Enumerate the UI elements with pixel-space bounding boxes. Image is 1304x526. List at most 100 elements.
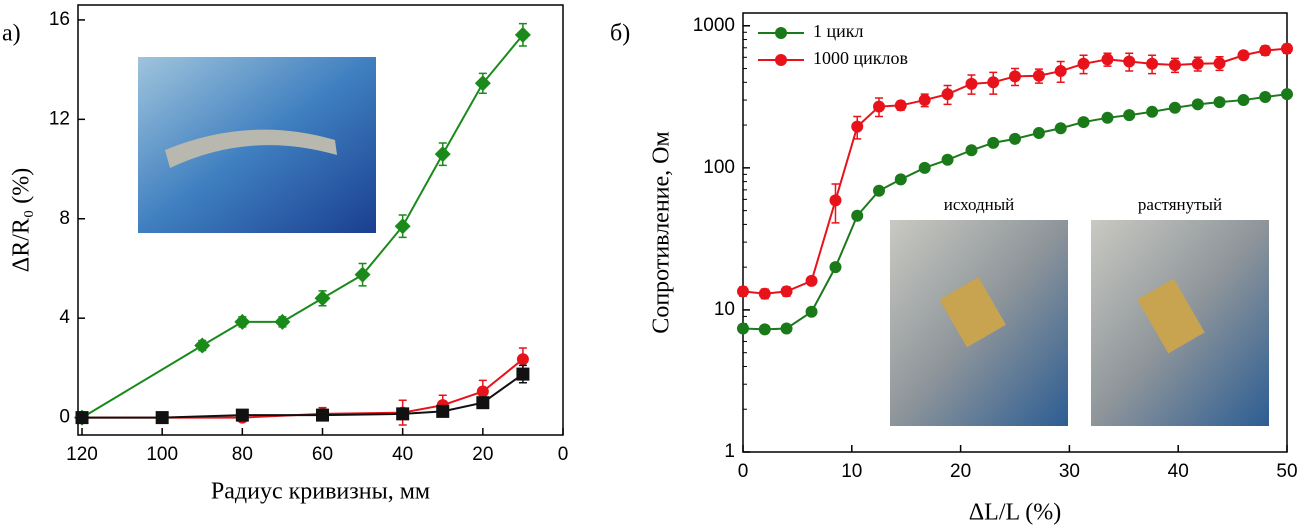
point (476, 385, 489, 398)
point (965, 144, 978, 157)
series-line (81, 34, 524, 419)
point (737, 285, 749, 298)
x-axis-title: Радиус кривизны, мм (211, 479, 430, 505)
point (1259, 91, 1272, 104)
point (514, 26, 531, 43)
y-tick-label: 10 (714, 299, 735, 320)
point (851, 209, 864, 222)
point (1168, 101, 1181, 114)
point (394, 218, 411, 235)
point (235, 408, 249, 422)
y-tick-label: 4 (59, 307, 70, 328)
point (316, 408, 330, 422)
point (805, 274, 818, 287)
point (1146, 105, 1159, 118)
x-tick-label: 100 (146, 444, 178, 465)
point (1237, 49, 1250, 62)
point (987, 76, 1000, 89)
point (436, 404, 450, 418)
legend-marker (775, 27, 787, 39)
y-tick-label: 100 (703, 157, 735, 178)
x-tick-label: 20 (950, 461, 971, 482)
point (1077, 57, 1090, 70)
point (918, 94, 931, 107)
y-tick-label: 8 (59, 208, 70, 229)
plot-frame (77, 4, 564, 436)
point (894, 99, 907, 112)
point (274, 313, 291, 330)
y-tick-label: 1 (724, 441, 735, 462)
point (873, 100, 885, 113)
y-tick-label: 0 (59, 407, 70, 428)
point (194, 337, 211, 354)
point (1032, 126, 1045, 139)
point (758, 323, 771, 336)
point (234, 313, 251, 330)
x-tick-label: 20 (472, 444, 493, 465)
inset-sensor (939, 277, 1006, 348)
y-tick-label: 16 (49, 9, 70, 30)
point (516, 353, 529, 366)
panel-label: а) (2, 21, 21, 47)
point (1077, 116, 1090, 129)
point (1213, 96, 1226, 109)
x-tick-label: 40 (392, 444, 413, 465)
point (75, 411, 89, 425)
x-tick-label: 40 (1168, 461, 1189, 482)
inset-label: растянутый (1138, 195, 1222, 214)
point (1281, 88, 1293, 101)
inset-label: исходный (944, 195, 1015, 214)
point (1191, 57, 1204, 70)
point (1259, 44, 1272, 57)
point (1009, 132, 1021, 145)
point (829, 261, 842, 274)
point (805, 305, 818, 318)
plot-frame (742, 12, 1288, 453)
point (780, 322, 793, 335)
panel-label: б) (610, 21, 630, 47)
point (758, 287, 771, 300)
series-line (82, 373, 524, 419)
x-axis-title: ΔL/L (%) (969, 500, 1062, 526)
point (941, 153, 954, 166)
inset-strip (165, 129, 337, 168)
point (1123, 55, 1136, 68)
x-tick-label: 10 (841, 461, 862, 482)
point (894, 173, 907, 186)
point (354, 266, 371, 283)
point (1101, 53, 1114, 66)
y-tick-label: 12 (49, 108, 70, 129)
point (1146, 57, 1159, 70)
point (516, 367, 530, 381)
point (1123, 109, 1136, 122)
x-tick-label: 50 (1276, 461, 1297, 482)
legend-marker (775, 54, 787, 66)
x-tick-label: 80 (232, 444, 253, 465)
point (1032, 69, 1045, 82)
point (1168, 58, 1181, 71)
legend-label: 1 цикл (813, 21, 864, 41)
y-axis-title: ΔR/R₀ (%) (9, 168, 35, 272)
x-tick-label: 30 (1059, 461, 1080, 482)
point (396, 407, 410, 421)
x-tick-label: 60 (312, 444, 333, 465)
point (1237, 94, 1250, 107)
point (314, 290, 331, 307)
point (1191, 98, 1204, 111)
point (829, 194, 842, 207)
inset-sensor (1137, 278, 1205, 354)
point (476, 396, 490, 410)
x-tick-label: 0 (738, 461, 749, 482)
point (1009, 70, 1021, 83)
point (965, 77, 978, 90)
point (1281, 42, 1293, 55)
y-axis-title: Сопротивление, Ом (649, 131, 675, 333)
point (987, 136, 1000, 149)
point (873, 184, 885, 197)
point (918, 161, 931, 174)
legend-label: 1000 циклов (813, 48, 908, 68)
point (941, 88, 954, 101)
point (1213, 57, 1226, 70)
point (780, 285, 793, 298)
